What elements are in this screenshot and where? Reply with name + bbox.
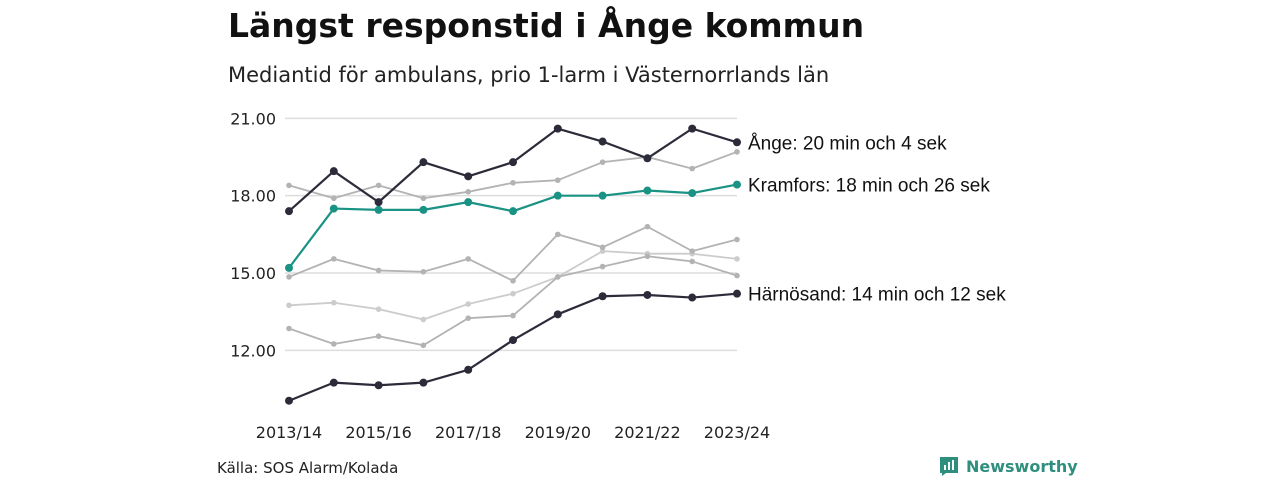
data-point — [734, 236, 740, 243]
data-point — [509, 207, 517, 216]
data-point — [733, 138, 741, 147]
data-point — [598, 292, 607, 301]
data-point — [375, 333, 382, 340]
x-tick-label: 2013/14 — [256, 423, 322, 442]
data-point — [285, 396, 293, 405]
data-point — [329, 378, 338, 387]
data-point — [553, 310, 562, 319]
data-point — [286, 325, 292, 332]
data-point — [510, 277, 516, 284]
x-tick-label: 2017/18 — [435, 423, 501, 442]
data-point — [374, 381, 383, 390]
data-point — [734, 149, 740, 155]
data-point — [555, 177, 561, 184]
brand-name: Newsworthy — [966, 456, 1078, 476]
data-point — [510, 179, 516, 186]
data-point — [644, 223, 651, 230]
data-point — [374, 205, 383, 214]
y-tick-label: 21.00 — [230, 109, 276, 128]
brand-logo: Newsworthy — [938, 455, 1078, 477]
data-point — [420, 195, 427, 202]
x-tick-label: 2023/24 — [704, 423, 770, 442]
data-point — [733, 289, 741, 298]
data-point — [644, 253, 651, 260]
data-point — [555, 231, 561, 238]
series-end-label: Ånge: 20 min och 4 sek — [748, 133, 947, 154]
data-point — [420, 268, 427, 275]
newsworthy-logo-icon — [940, 457, 958, 476]
source-note: Källa: SOS Alarm/Kolada — [217, 459, 399, 477]
data-point — [734, 272, 740, 279]
data-point — [331, 341, 337, 347]
data-point — [598, 191, 607, 200]
chart-subtitle: Mediantid för ambulans, prio 1-larm i Vä… — [228, 63, 830, 87]
series-line — [288, 250, 738, 321]
data-point — [285, 207, 293, 216]
data-point — [464, 172, 473, 181]
series-end-label: Härnösand: 14 min och 12 sek — [748, 285, 1006, 306]
data-point — [286, 274, 292, 280]
data-point — [329, 167, 338, 176]
data-point — [465, 301, 472, 307]
series-line — [288, 127, 738, 212]
data-point — [464, 198, 473, 207]
data-point — [509, 336, 517, 345]
data-point — [331, 256, 337, 262]
data-point — [734, 256, 740, 262]
data-point — [420, 342, 427, 349]
data-point — [329, 204, 338, 213]
data-point — [375, 182, 382, 189]
data-point — [510, 290, 516, 297]
data-point — [465, 315, 472, 321]
data-point — [688, 293, 697, 302]
data-point — [553, 124, 562, 133]
data-point — [374, 198, 383, 207]
data-point — [599, 244, 606, 251]
data-point — [419, 378, 428, 387]
data-point — [599, 248, 606, 254]
data-point — [331, 195, 337, 202]
data-point — [689, 165, 695, 172]
data-point — [420, 316, 427, 323]
data-point — [643, 154, 652, 163]
series-end-label: Kramfors: 18 min och 26 sek — [748, 176, 990, 197]
data-point — [688, 124, 697, 133]
data-point — [419, 205, 428, 214]
series-line — [288, 255, 738, 347]
data-point — [643, 186, 652, 195]
data-point — [688, 189, 697, 198]
data-point — [733, 180, 741, 189]
data-point — [375, 267, 382, 274]
data-point — [419, 158, 428, 167]
data-point — [553, 191, 562, 200]
data-point — [286, 302, 292, 309]
data-point — [599, 159, 606, 165]
data-point — [689, 258, 695, 265]
series-line — [288, 183, 738, 269]
y-tick-label: 15.00 — [230, 264, 276, 283]
x-tick-label: 2021/22 — [614, 423, 680, 442]
data-point — [375, 306, 382, 312]
data-point — [285, 263, 293, 272]
y-tick-label: 12.00 — [230, 341, 276, 360]
data-point — [465, 189, 472, 195]
data-point — [464, 365, 473, 374]
data-point — [643, 290, 652, 299]
y-tick-label: 18.00 — [230, 187, 276, 206]
data-point — [555, 274, 561, 280]
x-tick-label: 2019/20 — [525, 423, 591, 442]
data-point — [510, 312, 516, 319]
data-point — [689, 248, 695, 254]
data-point — [598, 137, 607, 146]
x-tick-label: 2015/16 — [345, 423, 411, 442]
data-point — [286, 182, 292, 189]
data-point — [331, 299, 337, 306]
chart-title: Längst responstid i Ånge kommun — [228, 6, 865, 45]
series-line — [288, 292, 738, 402]
data-point — [599, 263, 606, 270]
data-point — [509, 158, 517, 167]
data-point — [465, 256, 472, 262]
